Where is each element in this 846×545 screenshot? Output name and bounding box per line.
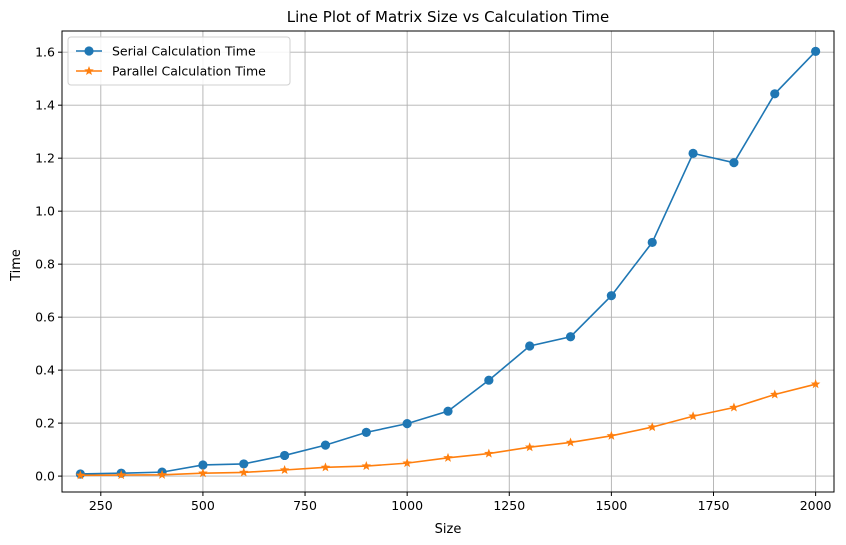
data-point — [320, 440, 331, 450]
data-point — [810, 379, 821, 389]
data-point — [606, 291, 616, 301]
data-point — [402, 419, 412, 429]
data-point — [239, 459, 249, 469]
y-tick-label: 0.0 — [35, 469, 55, 484]
data-point — [402, 458, 412, 468]
x-axis-label: Size — [435, 522, 462, 537]
data-point — [239, 467, 249, 477]
data-point — [75, 470, 86, 480]
data-point — [565, 437, 576, 447]
legend: Serial Calculation Time Parallel Calculat… — [67, 36, 291, 86]
y-tick-label: 0.6 — [35, 310, 55, 325]
legend-label: Serial Calculation Time — [112, 44, 256, 59]
legend-marker — [84, 46, 94, 56]
legend-item: Serial Calculation Time — [76, 44, 256, 59]
x-tick-label: 1250 — [493, 498, 525, 513]
data-point — [729, 402, 739, 412]
x-tick-label: 2000 — [800, 498, 832, 513]
ticks: 250 500 750 1000 1250 1500 1750 2000 0.0 0.2 0.4 0.… — [35, 45, 831, 513]
data-point — [524, 442, 535, 452]
data-point — [157, 469, 167, 479]
data-point — [280, 450, 290, 461]
series-line — [80, 383, 816, 477]
plot-frame — [61, 30, 835, 493]
x-tick-label: 750 — [293, 498, 317, 513]
data-point — [811, 46, 821, 57]
data-point — [116, 470, 126, 480]
data-point — [484, 448, 494, 458]
data-point — [729, 158, 739, 168]
y-tick-label: 1.0 — [35, 204, 55, 219]
y-tick-label: 1.2 — [35, 151, 55, 166]
chart-title: Line Plot of Matrix Size vs Calculation … — [287, 8, 609, 26]
series-parallel — [75, 379, 821, 480]
series-serial — [75, 46, 821, 479]
data-point — [198, 468, 208, 478]
data-point — [320, 462, 331, 472]
legend-item: Parallel Calculation Time — [76, 64, 266, 79]
data-point — [198, 460, 208, 470]
y-tick-label: 1.6 — [35, 45, 55, 60]
data-point — [443, 452, 453, 462]
data-point — [525, 341, 535, 351]
data-point — [647, 237, 657, 248]
y-tick-label: 0.4 — [35, 363, 55, 378]
grid — [62, 31, 834, 492]
y-tick-label: 0.8 — [35, 257, 55, 272]
y-tick-label: 1.4 — [35, 98, 55, 113]
x-tick-label: 1000 — [391, 498, 423, 513]
data-point — [688, 411, 698, 421]
data-point — [770, 89, 780, 99]
y-tick-label: 0.2 — [35, 416, 55, 431]
x-tick-label: 500 — [191, 498, 215, 513]
data-point — [647, 422, 657, 432]
data-point — [565, 332, 576, 342]
data-point — [770, 389, 780, 399]
x-tick-label: 1750 — [698, 498, 730, 513]
data-point — [484, 375, 494, 385]
y-axis-label: Time — [9, 249, 24, 282]
data-point — [361, 461, 372, 471]
legend-label: Parallel Calculation Time — [112, 64, 266, 79]
data-point — [606, 430, 617, 440]
x-tick-label: 1500 — [595, 498, 627, 513]
data-point — [279, 465, 290, 475]
data-point — [443, 406, 453, 416]
legend-marker — [84, 66, 94, 76]
data-point — [688, 148, 698, 159]
x-tick-label: 250 — [89, 498, 113, 513]
legend-box — [67, 36, 291, 86]
data-point — [361, 427, 371, 437]
series-layer — [75, 46, 821, 480]
